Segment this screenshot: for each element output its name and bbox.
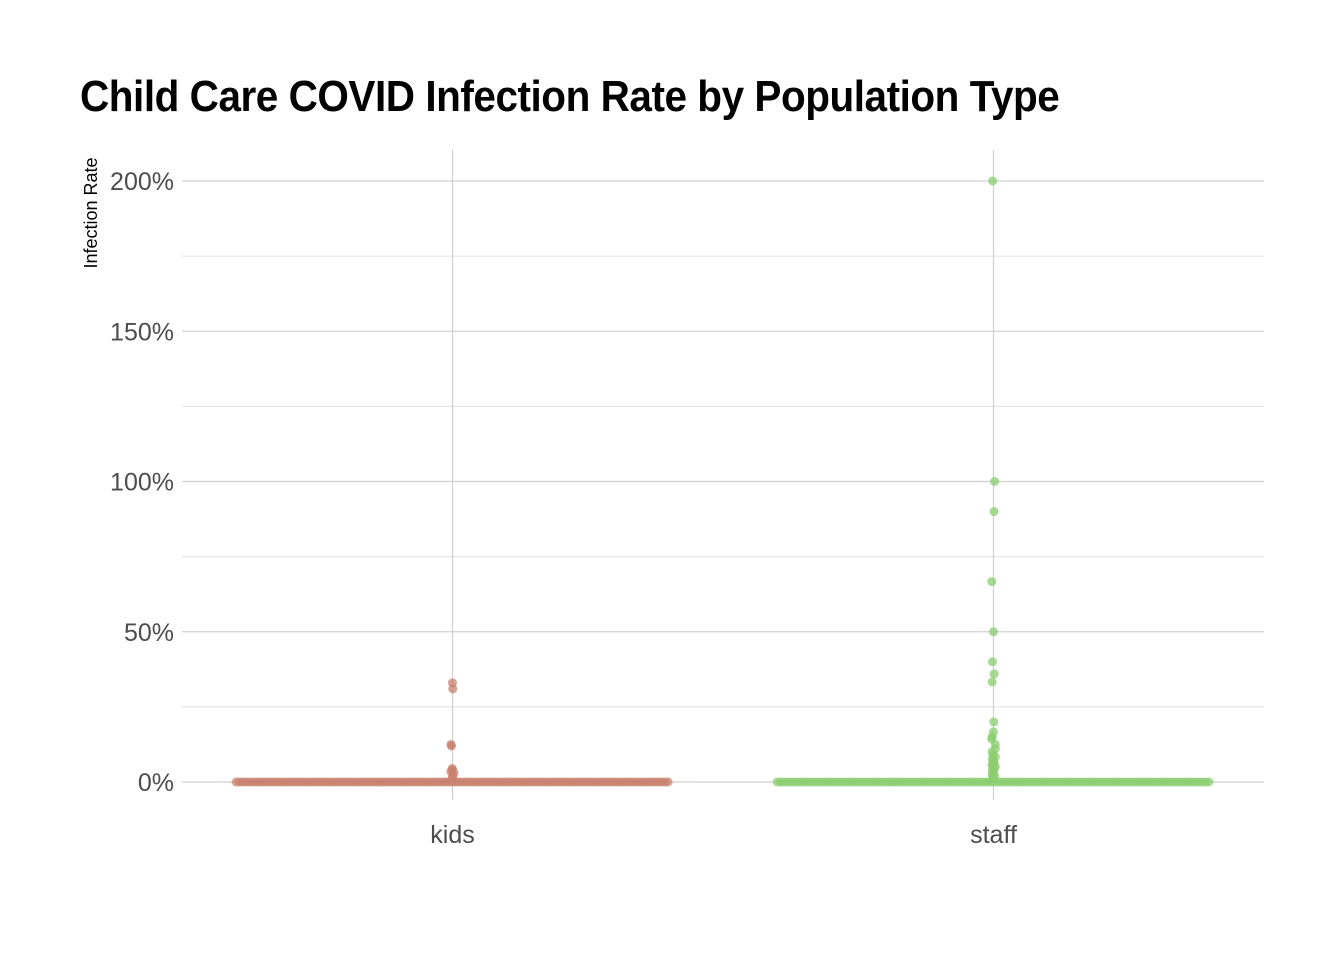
y-axis-tick-labels: 0% 50% 100% 150% 200% — [110, 168, 174, 797]
y-tick-label: 200% — [110, 168, 174, 196]
data-point — [990, 477, 1000, 486]
data-point — [988, 627, 998, 637]
data-point — [987, 577, 997, 587]
data-points — [231, 176, 1214, 787]
data-point — [447, 772, 457, 782]
chart-title: Child Care COVID Infection Rate by Popul… — [80, 72, 1060, 121]
series-kids — [231, 678, 673, 787]
data-point — [989, 507, 999, 517]
grid-lines — [182, 150, 1264, 800]
y-tick-label: 100% — [110, 469, 174, 497]
y-tick-label: 50% — [124, 619, 174, 647]
x-tick-label-kids: kids — [430, 821, 474, 849]
data-point — [989, 717, 999, 727]
data-point — [987, 657, 997, 667]
y-tick-label: 150% — [110, 318, 174, 346]
data-point — [663, 777, 673, 787]
x-tick-label-staff: staff — [970, 821, 1017, 849]
data-point — [1204, 777, 1214, 787]
series-staff — [772, 176, 1214, 787]
x-axis-tick-labels: kids staff — [430, 821, 1017, 849]
data-point — [446, 741, 456, 751]
y-axis-title: Infection Rate — [81, 157, 101, 268]
data-point — [448, 684, 458, 694]
data-point — [989, 669, 999, 679]
data-point — [987, 677, 997, 687]
y-tick-label: 0% — [138, 769, 174, 797]
data-point — [988, 176, 998, 186]
data-point — [988, 774, 998, 784]
